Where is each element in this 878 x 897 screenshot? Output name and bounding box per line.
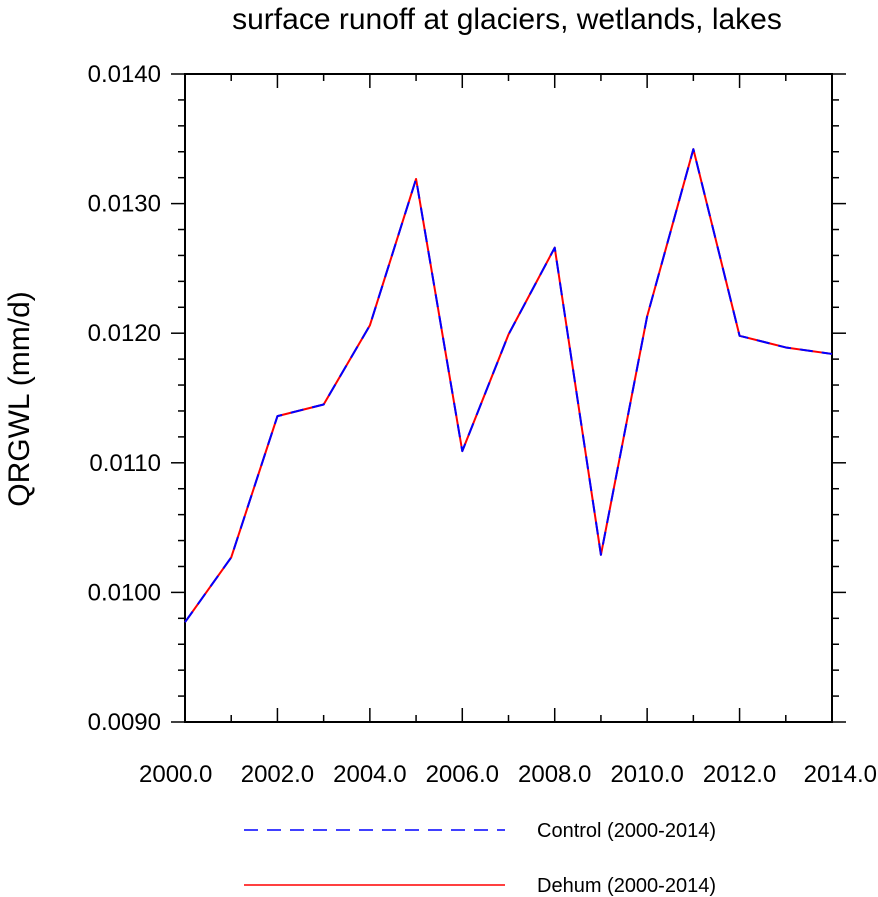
y-tick-label: 0.0090 <box>88 709 161 736</box>
y-tick-label: 0.0130 <box>88 191 161 218</box>
legend-label-dehum: Dehum (2000-2014) <box>537 875 716 897</box>
y-tick-label: 0.0100 <box>88 579 161 606</box>
dehum-series-line <box>184 148 833 623</box>
y-axis-label: QRGWL (mm/d) <box>3 291 36 507</box>
x-tick-label: 2008.0 <box>518 761 591 788</box>
x-tick-label: 2012.0 <box>703 761 776 788</box>
x-tick-label: 2000.0 <box>139 761 212 788</box>
control-series-line <box>184 148 833 623</box>
x-tick-label: 2006.0 <box>426 761 499 788</box>
x-tick-label: 2002.0 <box>241 761 314 788</box>
chart-title: surface runoff at glaciers, wetlands, la… <box>232 3 782 36</box>
y-tick-label: 0.0120 <box>88 320 161 347</box>
legend-label-control: Control (2000-2014) <box>537 820 716 842</box>
plot-frame <box>184 73 833 723</box>
x-tick-label: 2014.0 <box>804 761 877 788</box>
x-tick-label: 2010.0 <box>610 761 683 788</box>
x-tick-label: 2004.0 <box>333 761 406 788</box>
y-tick-label: 0.0110 <box>89 450 161 477</box>
y-tick-label: 0.0140 <box>88 61 161 88</box>
